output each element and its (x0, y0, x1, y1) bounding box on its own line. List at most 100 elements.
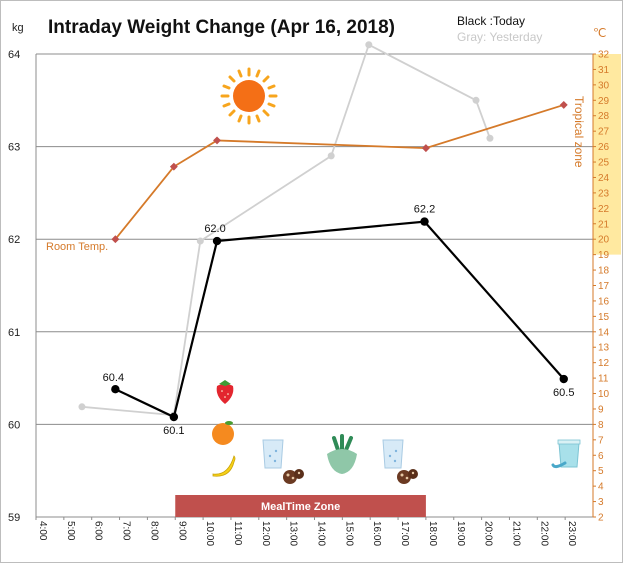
water-glass-icon (382, 439, 404, 469)
y2-tick-label: 9 (598, 404, 604, 415)
today-point (420, 217, 429, 226)
y2-tick-label: 12 (598, 358, 610, 369)
y2-tick-label: 17 (598, 281, 610, 292)
gridlines (36, 53, 593, 425)
y2-tick-label: 20 (598, 235, 610, 246)
y-axis-unit: kg (12, 22, 24, 34)
y2-tick-label: 28 (598, 111, 610, 122)
meal-time-zone-label: MealTime Zone (261, 501, 340, 513)
x-tick-label: 11:00 (232, 521, 243, 546)
x-tick-label: 23:00 (566, 521, 577, 546)
today-data-label: 60.5 (553, 387, 574, 399)
x-tick-label: 19:00 (455, 521, 466, 546)
x-axis-ticks: 4:00 5:00 6:00 7:00 8:00 9:00 10:00 11:00 12:00 1… (35, 517, 577, 546)
yesterday-point (78, 403, 86, 411)
temperature-point (559, 100, 568, 109)
y2-tick-label: 30 (598, 80, 610, 91)
y2-tick-label: 4 (598, 482, 604, 493)
y-tick-label: 59 (8, 512, 20, 524)
yesterday-point (486, 134, 494, 142)
y2-tick-label: 19 (598, 250, 610, 261)
water-glass-icon (262, 439, 284, 469)
y2-tick-label: 18 (598, 266, 610, 277)
x-tick-label: 15:00 (343, 521, 354, 546)
x-tick-label: 16:00 (371, 521, 382, 546)
x-tick-label: 14:00 (316, 521, 327, 546)
x-tick-label: 17:00 (399, 521, 410, 546)
y2-tick-label: 3 (598, 497, 604, 508)
banana-icon (212, 455, 236, 477)
y2-axis-unit: ℃ (593, 26, 606, 40)
y-tick-label: 64 (8, 49, 20, 61)
temperature-point (421, 144, 430, 153)
y-axis-ticks: 59 60 61 62 63 64 (8, 49, 20, 524)
y2-tick-label: 14 (598, 327, 610, 338)
y2-axis-ticks: 2345678910111213141516171819202122232425… (593, 50, 610, 524)
y2-tick-label: 11 (598, 374, 609, 385)
y2-tick-label: 2 (598, 513, 604, 524)
y2-tick-label: 23 (598, 188, 610, 199)
x-tick-label: 20:00 (483, 521, 494, 546)
orange-icon (212, 421, 234, 445)
cookies-icon (397, 469, 418, 484)
today-data-label: 62.2 (414, 204, 435, 216)
x-tick-label: 5:00 (65, 521, 76, 541)
today-point (169, 412, 179, 422)
x-tick-label: 7:00 (121, 521, 132, 541)
today-data-label: 60.4 (103, 372, 124, 384)
tropical-zone-label: Tropical zone (572, 96, 586, 168)
yesterday-line (81, 43, 491, 417)
chart-title: Intraday Weight Change (Apr 16, 2018) (48, 17, 395, 38)
y2-tick-label: 21 (598, 219, 610, 230)
temperature-point (213, 136, 221, 145)
yesterday-point (365, 41, 373, 49)
y-tick-label: 60 (8, 419, 20, 431)
today-line (114, 220, 565, 419)
temperature-point (169, 162, 178, 171)
y2-tick-label: 22 (598, 204, 610, 215)
y-tick-label: 63 (8, 142, 20, 154)
y2-tick-label: 8 (598, 420, 604, 431)
turnip-icon (327, 434, 357, 474)
y2-tick-label: 15 (598, 312, 610, 323)
y2-tick-label: 10 (598, 389, 610, 400)
strawberry-icon (216, 380, 234, 404)
y2-tick-label: 31 (598, 65, 610, 76)
today-point (111, 385, 120, 394)
y2-tick-label: 25 (598, 158, 610, 169)
x-tick-label: 21:00 (510, 521, 521, 546)
y2-tick-label: 26 (598, 142, 610, 153)
y2-tick-label: 7 (598, 435, 604, 446)
yesterday-point (472, 96, 480, 104)
y2-tick-label: 24 (598, 173, 610, 184)
x-tick-label: 13:00 (288, 521, 299, 546)
y2-tick-label: 29 (598, 96, 610, 107)
x-tick-label: 4:00 (37, 521, 48, 541)
x-tick-label: 12:00 (260, 521, 271, 546)
tropical-zone-band (593, 54, 621, 255)
y-tick-label: 62 (8, 234, 20, 246)
yesterday-point (196, 237, 204, 245)
y2-tick-label: 27 (598, 127, 610, 138)
today-data-label: 62.0 (204, 223, 225, 235)
y2-tick-label: 6 (598, 451, 604, 462)
today-data-label: 60.1 (163, 425, 184, 437)
cookies-icon (283, 469, 304, 484)
y2-tick-label: 16 (598, 296, 610, 307)
axes (35, 54, 594, 518)
today-point (559, 374, 568, 384)
meal-time-zone-band (175, 495, 426, 517)
sun-icon (220, 67, 278, 125)
yesterday-point (327, 152, 335, 160)
y2-tick-label: 13 (598, 343, 610, 354)
legend-yesterday: Gray: Yesterday (457, 30, 542, 44)
x-tick-label: 18:00 (427, 521, 438, 546)
x-tick-label: 22:00 (538, 521, 549, 546)
x-tick-label: 6:00 (93, 521, 104, 541)
x-tick-label: 9:00 (176, 521, 187, 541)
legend-today: Black :Today (457, 14, 525, 28)
y2-tick-label: 5 (598, 466, 604, 477)
y2-tick-label: 32 (598, 50, 610, 61)
y-tick-label: 61 (8, 327, 20, 339)
